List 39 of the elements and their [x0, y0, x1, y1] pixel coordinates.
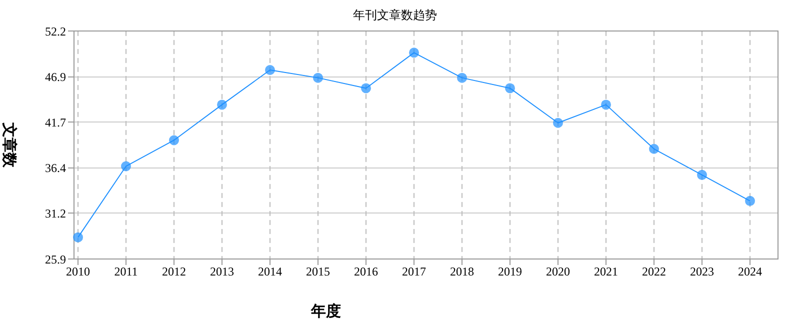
point: [409, 48, 419, 58]
x-tick-label: 2024: [738, 264, 762, 279]
x-tick-label: 2021: [594, 264, 618, 279]
x-tick-label: 2012: [162, 264, 186, 279]
x-axis-title: 年度: [310, 302, 341, 320]
x-tick-label: 2020: [546, 264, 570, 279]
point: [649, 144, 659, 154]
y-axis-title: 文章数: [0, 122, 19, 168]
point: [73, 232, 83, 242]
y-tick-label: 52.2: [45, 24, 66, 38]
y-tick-label: 36.4: [45, 161, 66, 176]
x-tick-label: 2017: [402, 264, 426, 279]
point: [457, 72, 467, 83]
point: [745, 196, 755, 206]
point: [361, 83, 371, 94]
x-tick-label: 2019: [498, 264, 522, 279]
y-tick-label: 41.7: [45, 115, 66, 130]
point: [553, 118, 563, 128]
point: [601, 100, 611, 110]
point: [505, 83, 515, 94]
x-tick-label: 2022: [642, 264, 666, 279]
y-tick-label: 46.9: [45, 70, 66, 84]
x-tick-label: 2016: [354, 264, 378, 279]
x-tick-label: 2015: [306, 264, 330, 279]
x-tick-label: 2018: [450, 264, 474, 279]
y-tick-label: 31.2: [45, 206, 66, 220]
point: [121, 161, 131, 172]
x-tick-label: 2023: [690, 264, 714, 279]
point: [697, 170, 707, 180]
x-tick-label: 2014: [258, 264, 282, 279]
point: [217, 100, 227, 110]
x-tick-label: 2011: [114, 264, 138, 279]
x-tick-label: 2010: [66, 264, 90, 279]
point: [169, 135, 179, 146]
y-tick-label: 25.9: [45, 252, 66, 266]
point: [265, 65, 275, 76]
point: [313, 72, 323, 83]
x-tick-label: 2013: [210, 264, 234, 279]
chart-title: 年刊文章数趋势: [352, 7, 438, 24]
